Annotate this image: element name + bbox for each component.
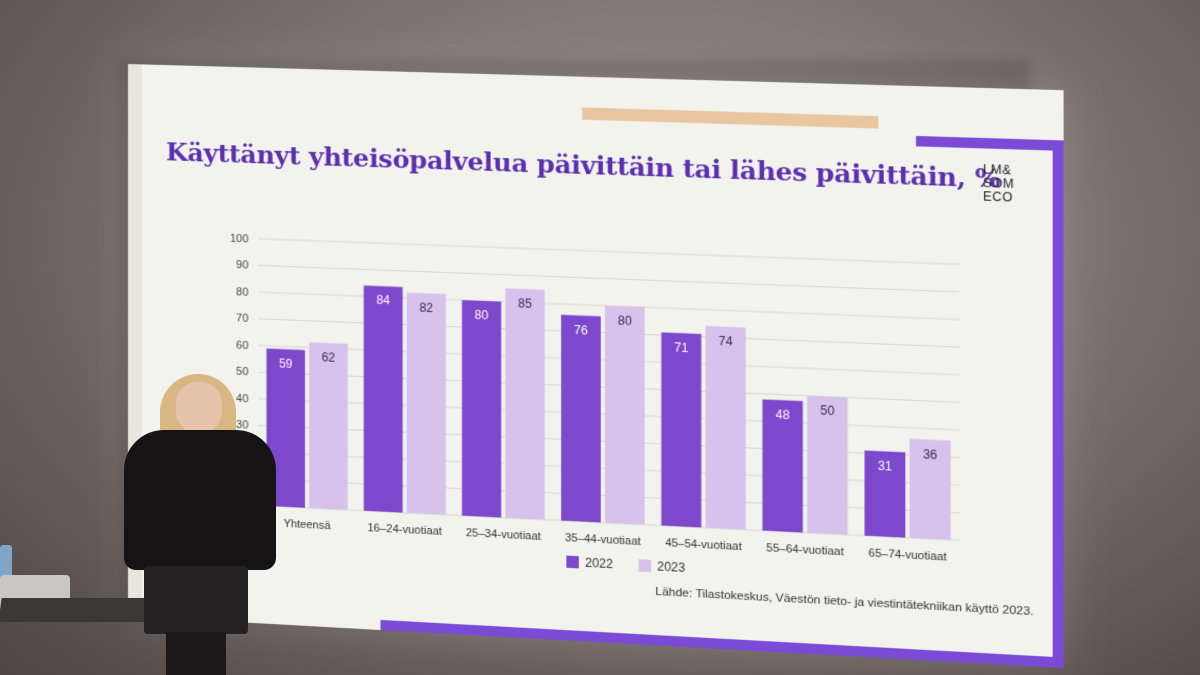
presenter-face (176, 382, 222, 434)
bar-2022 (661, 332, 701, 527)
data-label-2022: 31 (878, 458, 893, 473)
data-label-2023: 36 (923, 447, 938, 462)
x-tick-label: 55–64-vuotiaat (766, 542, 843, 558)
y-tick-label: 60 (236, 339, 248, 352)
data-label-2023: 85 (518, 296, 532, 311)
gridline (259, 265, 960, 291)
company-logo: LM& SOM ECO (983, 163, 1037, 205)
x-tick-label: 25–34-vuotiaat (466, 527, 541, 543)
data-label-2022: 59 (279, 356, 293, 371)
logo-line-3: ECO (983, 190, 1037, 205)
x-tick-label: 16–24-vuotiaat (367, 522, 441, 538)
legend-item-2023: 2023 (638, 558, 685, 575)
legend-swatch-2022 (566, 556, 579, 569)
data-label-2023: 80 (618, 313, 632, 328)
data-label-2022: 76 (574, 322, 588, 337)
y-tick-label: 70 (236, 313, 248, 326)
gridline (259, 239, 960, 265)
bar-2022 (364, 286, 403, 513)
presenter-body (124, 430, 276, 570)
bar-2022 (462, 300, 501, 517)
y-tick-label: 100 (230, 233, 248, 246)
x-tick-label: Yhteensä (283, 518, 331, 533)
bar-2023 (605, 306, 645, 525)
x-tick-label: 45–54-vuotiaat (665, 537, 742, 553)
legend-swatch-2023 (638, 559, 651, 572)
presenter (120, 370, 280, 675)
data-label-2023: 82 (419, 300, 433, 315)
x-tick-label: 65–74-vuotiaat (868, 547, 946, 563)
legend-label-2023: 2023 (657, 559, 685, 575)
bar-2023 (706, 326, 746, 530)
data-label-2022: 80 (475, 308, 489, 323)
data-label-2023: 50 (820, 404, 835, 419)
bar-2022 (561, 315, 601, 523)
data-label-2023: 62 (322, 350, 336, 365)
decor-stripe-orange (582, 107, 878, 128)
y-tick-label: 80 (236, 286, 248, 299)
legend-label-2022: 2022 (585, 555, 613, 571)
decor-stripe-purple-bottom (381, 620, 1064, 668)
data-label-2023: 74 (719, 334, 733, 349)
legend-item-2022: 2022 (566, 555, 613, 572)
decor-stripe-purple-top (916, 136, 1064, 151)
bar-2023 (505, 288, 544, 519)
data-label-2022: 84 (376, 293, 390, 308)
data-label-2022: 71 (674, 340, 688, 355)
slide-title: Käyttänyt yhteisöpalvelua päivittäin tai… (166, 137, 1000, 194)
presenter-skirt (144, 566, 248, 634)
data-label-2022: 48 (776, 407, 791, 422)
bar-2023 (407, 293, 446, 515)
y-tick-label: 90 (236, 260, 248, 273)
bar-chart: 01020304050607080901005962Yhteensä848216… (218, 227, 970, 588)
x-tick-label: 35–44-vuotiaat (565, 532, 641, 548)
presenter-legs (166, 632, 226, 675)
source-note: Lähde: Tilastokeskus, Väestön tieto- ja … (655, 586, 1033, 618)
bar-2023 (309, 342, 348, 510)
decor-stripe-purple-right (1053, 140, 1064, 668)
